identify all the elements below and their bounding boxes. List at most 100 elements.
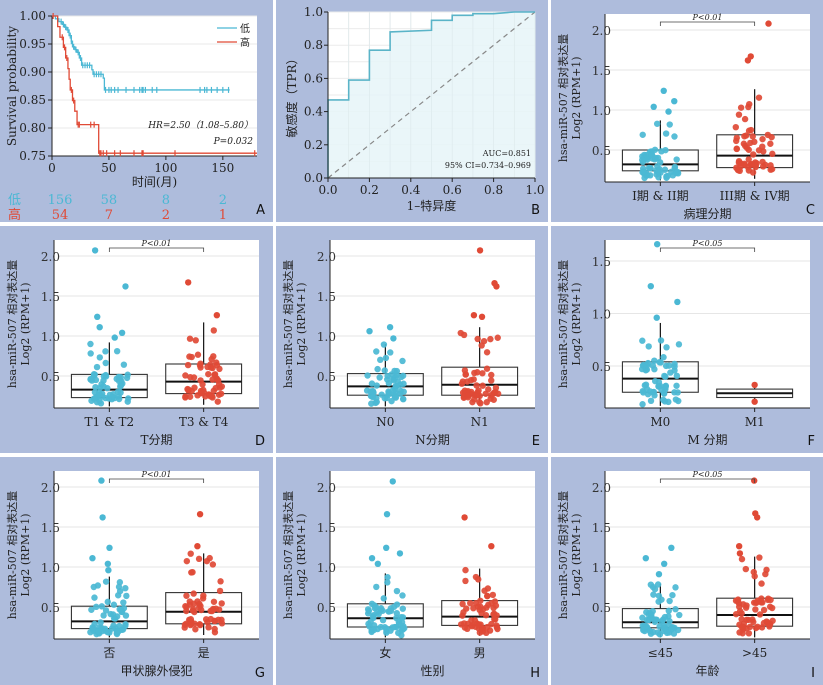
data-point — [198, 606, 205, 614]
data-point — [647, 172, 654, 179]
ci-annotation: 95% CI=0.734–0.969 — [445, 161, 531, 170]
data-point — [639, 131, 646, 138]
data-point — [367, 618, 374, 625]
box — [716, 388, 794, 399]
data-point — [102, 348, 109, 355]
data-point — [645, 343, 652, 350]
data-point — [650, 591, 657, 598]
x-axis-label: 时间(月) — [132, 175, 177, 189]
significance-bracket — [108, 478, 205, 483]
auc-annotation: AUC=0.851 — [482, 149, 531, 158]
y-tick-label: 0.85 — [19, 93, 46, 107]
data-point — [656, 623, 663, 630]
x-tick-label: 0.4 — [401, 183, 420, 197]
data-point — [98, 381, 105, 388]
data-point — [652, 154, 659, 162]
x-tick-label: 男 — [474, 646, 486, 660]
risk-value: 156 — [48, 193, 73, 208]
data-point — [661, 372, 668, 380]
outlier-point — [653, 241, 661, 248]
y-tick-label: 0.5 — [41, 370, 60, 384]
data-point — [370, 626, 378, 634]
x-tick-label: T3 & T4 — [179, 415, 229, 429]
data-point — [746, 623, 754, 631]
data-point — [195, 555, 203, 563]
x-tick-label: 是 — [198, 646, 210, 660]
panel-svg: 0.5 1.0 1.5 2.0 N0 N1 N分期 hsa-miR-507 相对表达量Log2… — [281, 240, 535, 447]
x-tick-label: M0 — [650, 415, 670, 429]
panel-letter: C — [805, 203, 815, 218]
y-tick-label: 0.95 — [19, 37, 46, 51]
data-point — [115, 628, 122, 635]
data-point — [398, 618, 406, 626]
data-point — [191, 384, 198, 391]
data-point — [100, 612, 107, 619]
data-point — [393, 587, 401, 595]
data-point — [124, 371, 131, 378]
x-tick-label: T1 & T2 — [85, 415, 135, 429]
data-point — [745, 630, 753, 637]
data-point — [749, 133, 756, 140]
data-point — [90, 395, 98, 402]
data-point — [755, 94, 763, 101]
data-point — [641, 174, 648, 182]
data-point — [186, 393, 194, 400]
panel-svg: 0.5 1.0 1.5 M0 M1 M 分期 hsa-miR-507 相对表达量Log2 (… — [556, 239, 810, 447]
data-point — [652, 377, 659, 385]
data-point — [651, 357, 658, 364]
y-tick-label: 1.5 — [317, 290, 336, 304]
y-axis-label: Survival probability — [5, 26, 19, 146]
outlier-point — [383, 544, 390, 551]
data-point — [658, 596, 665, 603]
data-point — [373, 348, 380, 355]
data-point — [117, 374, 125, 381]
y-tick-label: 1.5 — [592, 255, 611, 269]
data-point — [120, 599, 127, 606]
panel-letter: A — [256, 203, 265, 218]
data-point — [745, 156, 752, 163]
data-point — [660, 354, 667, 361]
data-point — [741, 133, 748, 140]
data-point — [668, 626, 675, 633]
data-point — [386, 608, 393, 615]
data-point — [113, 613, 121, 620]
data-point — [116, 587, 124, 595]
data-point — [767, 140, 774, 147]
data-point — [645, 164, 653, 172]
data-point — [475, 576, 482, 583]
y-axis-label: hsa-miR-507 相对表达量Log2 (RPM+1) — [281, 260, 308, 388]
data-point — [672, 606, 679, 613]
data-point — [377, 605, 385, 612]
panel-A: 0.75 0.80 0.85 0.90 0.95 1.00 0 50 100 150 时间(月) Su… — [0, 0, 273, 222]
y-tick-label: 0.5 — [41, 601, 60, 615]
y-axis-label-line1: hsa-miR-507 相对表达量 — [556, 491, 570, 619]
data-point — [102, 627, 109, 634]
y-tick-label: 0.5 — [317, 601, 336, 615]
data-point — [459, 600, 466, 608]
data-point — [211, 371, 218, 379]
data-point — [88, 606, 95, 613]
data-point — [369, 393, 377, 401]
data-point — [475, 621, 483, 628]
data-point — [93, 363, 101, 371]
data-point — [768, 165, 776, 173]
data-point — [184, 361, 192, 369]
data-point — [102, 394, 109, 402]
outlier-point — [488, 543, 495, 550]
x-tick-label: 100 — [154, 161, 177, 175]
y-tick-label: 0.75 — [19, 149, 46, 163]
data-point — [641, 382, 649, 389]
outlier-point — [478, 313, 486, 320]
x-tick-label: 否 — [103, 646, 115, 660]
data-point — [756, 554, 763, 561]
outlier-point — [765, 20, 772, 27]
y-tick-label: 1.0 — [317, 561, 336, 575]
risk-value: 2 — [162, 208, 170, 222]
data-point — [387, 349, 394, 356]
x-tick-label: 女 — [379, 645, 391, 660]
data-point — [399, 357, 406, 365]
data-point — [460, 393, 468, 400]
data-point — [116, 606, 123, 613]
data-point — [473, 382, 480, 389]
